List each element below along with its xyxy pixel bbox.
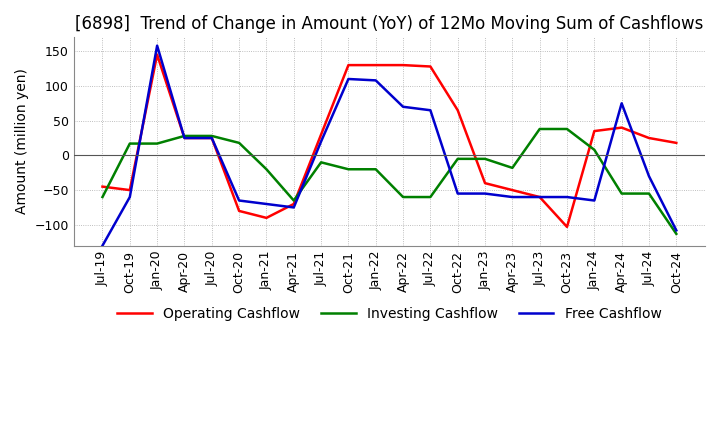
Operating Cashflow [235,208,243,213]
Operating Cashflow [454,108,462,113]
Free Cashflow [180,136,189,141]
Investing Cashflow [617,191,626,196]
Operating Cashflow [180,136,189,141]
Operating Cashflow [590,128,598,134]
Investing Cashflow [289,198,298,203]
Investing Cashflow [180,133,189,139]
Free Cashflow [481,191,490,196]
Operating Cashflow [98,184,107,189]
Operating Cashflow [317,132,325,137]
Investing Cashflow [317,160,325,165]
Y-axis label: Amount (million yen): Amount (million yen) [15,69,29,214]
Operating Cashflow [372,62,380,68]
Free Cashflow [508,194,517,200]
Title: [6898]  Trend of Change in Amount (YoY) of 12Mo Moving Sum of Cashflows: [6898] Trend of Change in Amount (YoY) o… [75,15,703,33]
Free Cashflow [426,108,435,113]
Free Cashflow [590,198,598,203]
Operating Cashflow [262,215,271,220]
Investing Cashflow [344,167,353,172]
Free Cashflow [207,136,216,141]
Legend: Operating Cashflow, Investing Cashflow, Free Cashflow: Operating Cashflow, Investing Cashflow, … [112,301,667,326]
Investing Cashflow [372,167,380,172]
Investing Cashflow [235,140,243,146]
Free Cashflow [153,43,161,48]
Operating Cashflow [426,64,435,69]
Operating Cashflow [289,202,298,207]
Operating Cashflow [563,224,572,230]
Free Cashflow [98,243,107,248]
Free Cashflow [536,194,544,200]
Operating Cashflow [644,136,653,141]
Investing Cashflow [563,126,572,132]
Line: Free Cashflow: Free Cashflow [102,46,676,246]
Operating Cashflow [399,62,408,68]
Investing Cashflow [98,194,107,200]
Investing Cashflow [399,194,408,200]
Operating Cashflow [344,62,353,68]
Free Cashflow [289,205,298,210]
Investing Cashflow [644,191,653,196]
Free Cashflow [644,173,653,179]
Operating Cashflow [617,125,626,130]
Free Cashflow [235,198,243,203]
Operating Cashflow [153,52,161,57]
Investing Cashflow [508,165,517,171]
Investing Cashflow [262,167,271,172]
Operating Cashflow [536,194,544,200]
Investing Cashflow [536,126,544,132]
Investing Cashflow [454,156,462,161]
Investing Cashflow [125,141,134,146]
Investing Cashflow [207,133,216,139]
Operating Cashflow [125,187,134,193]
Free Cashflow [262,202,271,207]
Free Cashflow [344,77,353,82]
Free Cashflow [617,101,626,106]
Operating Cashflow [672,140,680,146]
Line: Investing Cashflow: Investing Cashflow [102,129,676,234]
Free Cashflow [125,194,134,200]
Investing Cashflow [672,231,680,236]
Free Cashflow [317,139,325,144]
Free Cashflow [399,104,408,110]
Free Cashflow [563,194,572,200]
Investing Cashflow [590,147,598,153]
Free Cashflow [672,228,680,233]
Investing Cashflow [153,141,161,146]
Investing Cashflow [481,156,490,161]
Free Cashflow [454,191,462,196]
Operating Cashflow [508,187,517,193]
Line: Operating Cashflow: Operating Cashflow [102,55,676,227]
Operating Cashflow [207,136,216,141]
Free Cashflow [372,78,380,83]
Operating Cashflow [481,180,490,186]
Investing Cashflow [426,194,435,200]
